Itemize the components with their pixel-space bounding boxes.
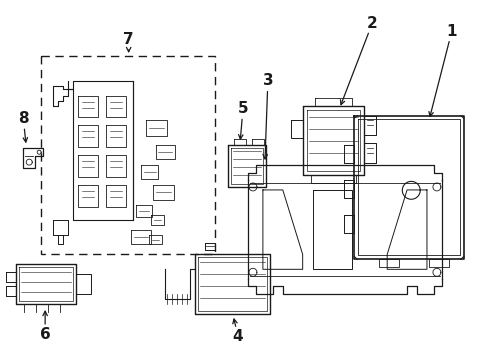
Text: 1: 1 — [446, 24, 457, 39]
Bar — [41, 56, 215, 255]
Text: 7: 7 — [123, 32, 134, 46]
Text: 6: 6 — [40, 327, 50, 342]
Text: 2: 2 — [367, 16, 378, 31]
Text: 8: 8 — [18, 111, 28, 126]
Text: 3: 3 — [263, 73, 273, 88]
Text: 5: 5 — [238, 101, 248, 116]
Text: 4: 4 — [233, 329, 244, 344]
